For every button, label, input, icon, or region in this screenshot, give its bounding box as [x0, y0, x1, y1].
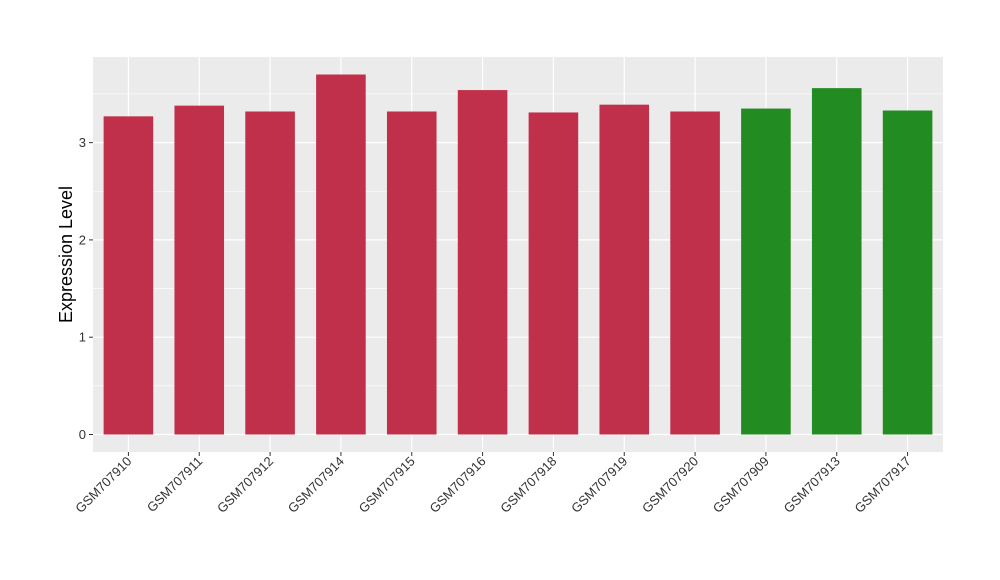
plot-panel	[93, 57, 943, 452]
grid-minor	[93, 93, 943, 387]
x-tick-label: GSM707917	[851, 454, 913, 516]
bar-GSM707919	[599, 104, 650, 435]
bar-GSM707918	[528, 112, 579, 435]
y-axis: 0 1 2 3	[79, 135, 93, 442]
y-axis-title: Expression Level	[56, 186, 76, 323]
y-tick-label: 0	[79, 427, 86, 442]
bars	[103, 74, 933, 435]
x-tick-label: GSM707911	[144, 454, 206, 516]
x-tick-label: GSM707920	[639, 454, 701, 516]
y-tick-label: 2	[79, 232, 86, 247]
bar-GSM707909	[741, 108, 791, 435]
x-tick-label: GSM707914	[285, 454, 347, 516]
x-tick-label: GSM707918	[497, 454, 559, 516]
bar-GSM707917	[882, 110, 933, 435]
bar-GSM707913	[811, 88, 862, 435]
x-tick-label: GSM707912	[214, 454, 276, 516]
y-tick-label: 3	[79, 135, 86, 150]
x-axis: GSM707910 GSM707911 GSM707912 GSM707914 GSM7…	[72, 452, 914, 516]
bar-GSM707910	[103, 116, 154, 435]
bar-GSM707916	[457, 90, 508, 435]
bar-GSM707915	[386, 111, 437, 435]
bar-GSM707920	[670, 111, 720, 435]
bar-GSM707914	[316, 74, 366, 435]
x-tick-label: GSM707916	[426, 454, 488, 516]
x-tick-label: GSM707913	[781, 454, 843, 516]
y-tick-label: 1	[79, 330, 86, 345]
x-tick-label: GSM707919	[568, 454, 630, 516]
bar-GSM707911	[174, 105, 225, 435]
x-tick-label: GSM707909	[710, 454, 772, 516]
x-tick-label: GSM707915	[356, 454, 418, 516]
bar-GSM707912	[245, 111, 295, 435]
x-tick-label: GSM707910	[72, 454, 134, 516]
